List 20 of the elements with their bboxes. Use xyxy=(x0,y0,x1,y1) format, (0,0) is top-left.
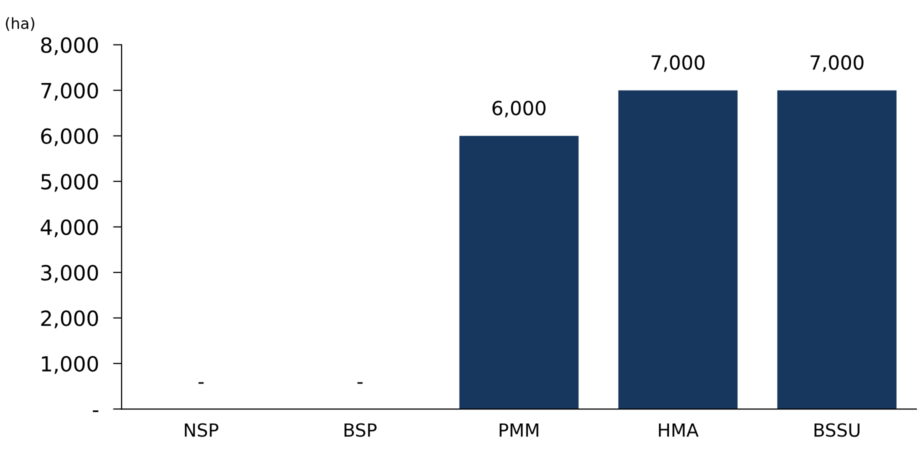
x-tick-label: BSP xyxy=(344,423,377,437)
data-label: - xyxy=(357,382,363,384)
y-tick-label: 6,000 xyxy=(41,128,98,146)
data-label: 7,000 xyxy=(810,55,864,72)
y-tick-label: 3,000 xyxy=(41,264,98,283)
x-tick-label: BSSU xyxy=(814,423,860,437)
y-tick-label: 4,000 xyxy=(40,219,98,238)
y-tick-label: 8,000 xyxy=(41,37,98,56)
y-tick-label: 2,000 xyxy=(41,310,98,328)
y-tick-label: 1,000 xyxy=(42,356,98,374)
data-label: - xyxy=(198,382,204,384)
y-tick-label: 5,000 xyxy=(41,174,98,192)
y-tick-label: 7,000 xyxy=(41,82,98,101)
y-axis-title: (ha) xyxy=(6,17,34,31)
y-tick-label: - xyxy=(92,410,98,412)
x-tick-label: NSP xyxy=(184,423,218,437)
data-label: 6,000 xyxy=(492,100,546,118)
data-label: 7,000 xyxy=(652,55,704,72)
x-tick-label: HMA xyxy=(658,423,699,437)
x-tick-label: PMM xyxy=(500,423,538,437)
